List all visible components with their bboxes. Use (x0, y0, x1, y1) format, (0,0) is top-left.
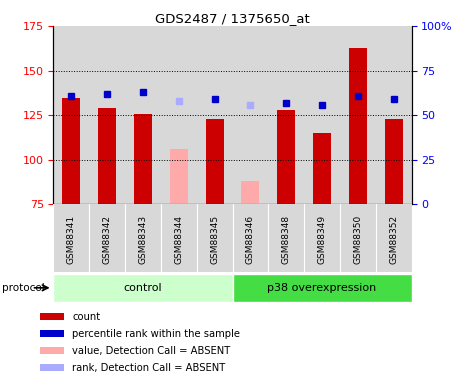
Text: GSM88346: GSM88346 (246, 214, 255, 264)
Bar (268, 204, 304, 272)
Bar (40, 330, 64, 337)
Bar (197, 204, 232, 272)
Text: GSM88349: GSM88349 (318, 214, 326, 264)
Bar (89, 26, 125, 204)
Text: GSM88350: GSM88350 (353, 214, 362, 264)
Bar (40, 347, 64, 354)
Bar (349, 48, 367, 204)
Bar (232, 274, 412, 302)
Text: GSM88343: GSM88343 (139, 214, 147, 264)
Text: GSM88341: GSM88341 (67, 214, 76, 264)
Bar (340, 26, 376, 204)
Bar (161, 204, 197, 272)
Bar (277, 110, 295, 204)
Bar (89, 204, 125, 272)
Text: GSM88342: GSM88342 (103, 214, 112, 264)
Bar (40, 313, 64, 320)
Title: GDS2487 / 1375650_at: GDS2487 / 1375650_at (155, 12, 310, 25)
Bar (304, 26, 340, 204)
Bar (197, 26, 232, 204)
Text: GSM88352: GSM88352 (389, 214, 398, 264)
Text: value, Detection Call = ABSENT: value, Detection Call = ABSENT (73, 346, 231, 356)
Bar (98, 108, 116, 204)
Bar (53, 274, 232, 302)
Bar (53, 26, 89, 204)
Bar (62, 98, 80, 204)
Text: GSM88344: GSM88344 (174, 214, 183, 264)
Bar (134, 114, 152, 204)
Text: count: count (73, 312, 100, 322)
Bar (304, 204, 340, 272)
Text: GSM88345: GSM88345 (210, 214, 219, 264)
Bar (241, 181, 259, 204)
Bar (376, 26, 412, 204)
Text: rank, Detection Call = ABSENT: rank, Detection Call = ABSENT (73, 363, 226, 373)
Bar (268, 26, 304, 204)
Bar (53, 204, 89, 272)
Bar (161, 26, 197, 204)
Bar (313, 133, 331, 204)
Bar (376, 204, 412, 272)
Bar (40, 364, 64, 371)
Text: p38 overexpression: p38 overexpression (267, 283, 377, 293)
Bar (125, 204, 161, 272)
Text: control: control (124, 283, 162, 293)
Bar (385, 119, 403, 204)
Text: percentile rank within the sample: percentile rank within the sample (73, 328, 240, 339)
Bar (232, 204, 268, 272)
Bar (125, 26, 161, 204)
Bar (206, 119, 224, 204)
Text: GSM88348: GSM88348 (282, 214, 291, 264)
Text: protocol: protocol (2, 283, 45, 293)
Bar (340, 204, 376, 272)
Bar (170, 149, 188, 204)
Bar (232, 26, 268, 204)
